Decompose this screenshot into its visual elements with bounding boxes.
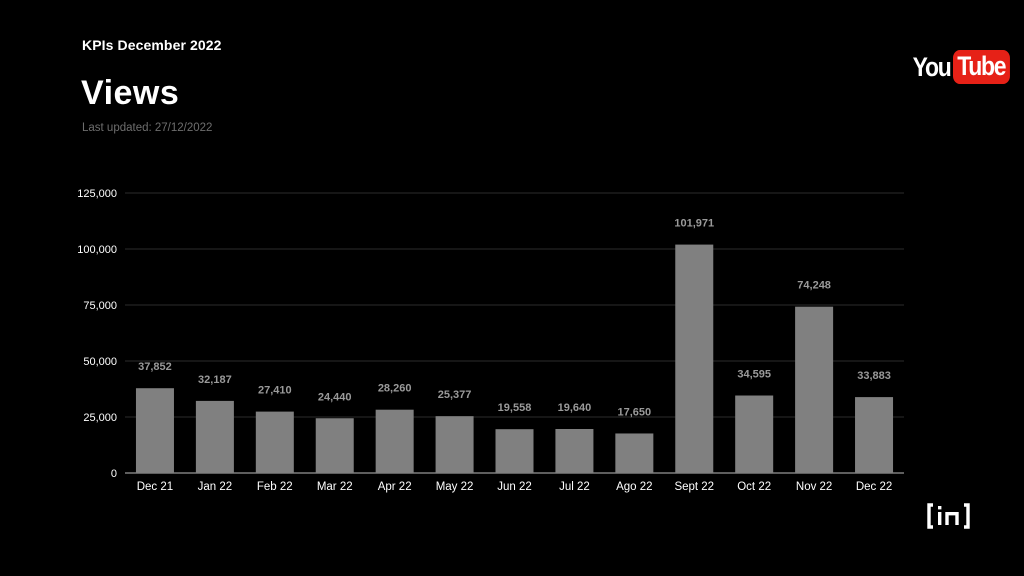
bar-value-label: 19,640 bbox=[558, 402, 592, 414]
brand-logo-icon bbox=[927, 503, 970, 529]
x-tick-label: Dec 21 bbox=[137, 481, 173, 493]
bar bbox=[855, 397, 894, 473]
bar-value-label: 19,558 bbox=[498, 402, 532, 414]
bar bbox=[675, 244, 714, 473]
y-tick-label: 75,000 bbox=[83, 300, 117, 312]
x-tick-label: Mar 22 bbox=[317, 481, 353, 493]
bar-value-label: 74,248 bbox=[797, 280, 831, 292]
x-tick-label: Dec 22 bbox=[856, 481, 892, 493]
bar bbox=[615, 433, 654, 473]
bar-value-label: 27,410 bbox=[258, 385, 292, 397]
bar-value-label: 101,971 bbox=[674, 218, 714, 230]
bar bbox=[135, 388, 174, 473]
x-tick-label: Jan 22 bbox=[198, 481, 233, 493]
report-kicker: KPIs December 2022 bbox=[82, 37, 222, 53]
youtube-logo: You Tube bbox=[906, 50, 1019, 84]
x-tick-label: Nov 22 bbox=[796, 481, 832, 493]
x-tick-label: Jul 22 bbox=[559, 481, 590, 493]
last-updated-text: Last updated: 27/12/2022 bbox=[82, 122, 213, 134]
bar bbox=[735, 395, 774, 473]
bar-value-label: 17,650 bbox=[618, 406, 652, 418]
y-tick-label: 25,000 bbox=[83, 412, 117, 424]
y-tick-label: 50,000 bbox=[83, 356, 117, 368]
bar-value-label: 28,260 bbox=[378, 383, 412, 395]
x-tick-label: Feb 22 bbox=[257, 481, 293, 493]
y-tick-label: 0 bbox=[111, 468, 117, 480]
x-tick-label: Sept 22 bbox=[674, 481, 714, 493]
bar-value-label: 32,187 bbox=[198, 374, 232, 386]
y-tick-label: 100,000 bbox=[77, 244, 117, 256]
x-tick-label: Ago 22 bbox=[616, 481, 652, 493]
bar-value-label: 33,883 bbox=[857, 370, 891, 382]
bar bbox=[555, 429, 594, 473]
bar-value-label: 34,595 bbox=[737, 369, 771, 381]
page-title: Views bbox=[81, 74, 180, 112]
x-tick-label: Apr 22 bbox=[378, 481, 412, 493]
bar-value-label: 37,852 bbox=[138, 361, 172, 373]
x-tick-label: May 22 bbox=[436, 481, 474, 493]
x-tick-label: Jun 22 bbox=[497, 481, 532, 493]
youtube-logo-you: You bbox=[912, 51, 952, 82]
x-tick-label: Oct 22 bbox=[737, 481, 771, 493]
bar-value-label: 24,440 bbox=[318, 391, 352, 403]
bar-value-label: 25,377 bbox=[438, 389, 472, 401]
y-tick-label: 125,000 bbox=[77, 188, 117, 200]
bar bbox=[435, 416, 474, 473]
bar bbox=[255, 411, 294, 473]
bar bbox=[375, 409, 414, 473]
bar bbox=[495, 429, 534, 473]
youtube-logo-tube: Tube bbox=[952, 50, 1010, 84]
bar bbox=[195, 400, 234, 473]
bar bbox=[315, 418, 354, 473]
bar bbox=[795, 306, 834, 473]
